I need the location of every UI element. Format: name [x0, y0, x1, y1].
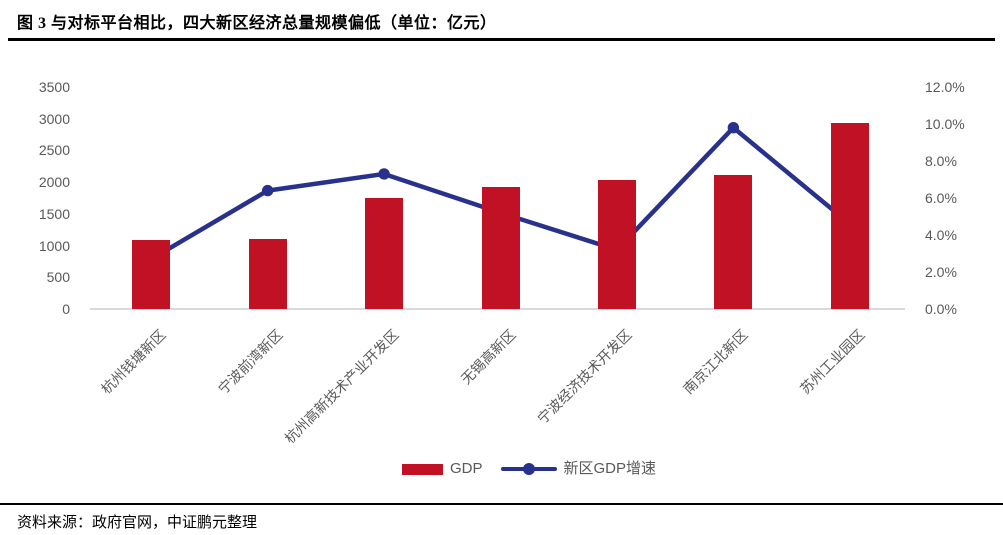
gdp-bar-4	[597, 180, 636, 309]
y-axis-left-tick-2500: 2500	[38, 142, 70, 159]
chart-legend: GDP 新区GDP增速	[402, 460, 656, 478]
x-axis-baseline	[90, 308, 905, 310]
x-label-5: 南京江北新区	[680, 326, 751, 398]
y-axis-right-tick-8.0%: 8.0%	[925, 153, 957, 169]
y-axis-right-tick-10.0%: 10.0%	[925, 116, 965, 132]
y-axis-right-tick-4.0%: 4.0%	[925, 227, 957, 243]
y-axis-left-tick-1500: 1500	[38, 205, 70, 222]
y-axis-right-tick-6.0%: 6.0%	[925, 190, 957, 206]
footer-divider	[0, 503, 1003, 505]
gdp-bar-3	[481, 186, 520, 309]
gdp-bar-5	[714, 174, 753, 309]
gdp-bar-1	[248, 239, 287, 309]
y-axis-right-tick-2.0%: 2.0%	[925, 264, 957, 280]
x-label-6: 苏州工业园区	[796, 326, 868, 398]
y-axis-left-tick-3000: 3000	[38, 110, 70, 127]
title-divider	[8, 38, 995, 41]
growth-line-swatch-icon	[500, 463, 557, 475]
legend-item-growth: 新区GDP增速	[500, 460, 657, 478]
gdp-bar-swatch-icon	[402, 463, 443, 475]
x-label-1: 宁波前湾新区	[214, 326, 286, 398]
legend-item-gdp: GDP	[402, 460, 483, 478]
gdp-bar-6	[830, 123, 869, 309]
figure-title: 图 3 与对标平台相比，四大新区经济总量规模偏低（单位：亿元）	[17, 15, 497, 32]
gdp-bar-2	[365, 198, 404, 309]
gdp-bar-0	[132, 240, 171, 309]
y-axis-left-tick-0: 0	[62, 301, 70, 317]
y-axis-left-tick-2000: 2000	[38, 174, 70, 191]
growth-legend-label: 新区GDP增速	[563, 460, 657, 477]
growth-dot-icon	[522, 463, 535, 475]
y-axis-left-tick-3500: 3500	[38, 79, 70, 95]
y-axis-left-tick-500: 500	[46, 269, 70, 286]
growth-point-1	[261, 184, 274, 197]
x-label-4: 宁波经济技术开发区	[534, 326, 635, 427]
x-label-3: 无锡高新区	[457, 326, 519, 388]
y-axis-left-tick-1000: 1000	[38, 237, 70, 254]
x-label-2: 杭州高新技术产业开发区	[281, 326, 402, 447]
y-axis-right-tick-12.0%: 12.0%	[925, 79, 965, 95]
x-label-0: 杭州钱塘新区	[98, 326, 169, 398]
y-axis-right-tick-0.0%: 0.0%	[925, 301, 957, 317]
growth-point-5	[727, 122, 740, 134]
gdp-legend-label: GDP	[450, 460, 483, 477]
source-note: 资料来源：政府官网，中证鹏元整理	[17, 515, 258, 531]
growth-point-2	[378, 168, 390, 180]
